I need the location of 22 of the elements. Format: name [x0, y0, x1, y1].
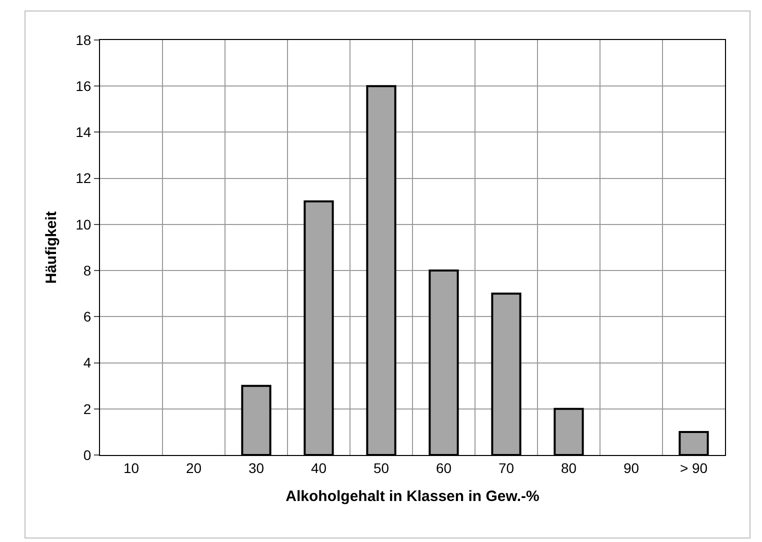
x-tick-label: 10	[123, 460, 140, 476]
x-axis-title: Alkoholgehalt in Klassen in Gew.-%	[286, 488, 540, 505]
x-tick-label: 20	[186, 460, 202, 476]
x-tick-label: 90	[623, 460, 640, 476]
y-tick-label: 8	[83, 262, 92, 278]
x-tick-label: 70	[498, 460, 514, 476]
y-tick-label: 10	[76, 216, 92, 232]
y-axis-title: Häufigkeit	[42, 211, 60, 284]
y-tick-label: 6	[83, 308, 92, 325]
x-tick-label: 30	[248, 460, 264, 476]
y-tick-label: 0	[83, 446, 92, 463]
y-tick-label: 18	[76, 32, 92, 48]
y-tick-label: 4	[83, 354, 92, 371]
x-tick-label: 60	[436, 460, 452, 476]
x-tick-label: 80	[560, 460, 577, 476]
x-tick-label: 50	[373, 460, 390, 476]
x-tick-label: 40	[310, 460, 327, 476]
y-tick-label: 16	[76, 78, 92, 94]
y-tick-label: 12	[76, 170, 92, 186]
y-tick-label: 2	[83, 400, 92, 417]
y-tick-label: 14	[76, 124, 92, 140]
x-tick-label: > 90	[680, 460, 708, 476]
